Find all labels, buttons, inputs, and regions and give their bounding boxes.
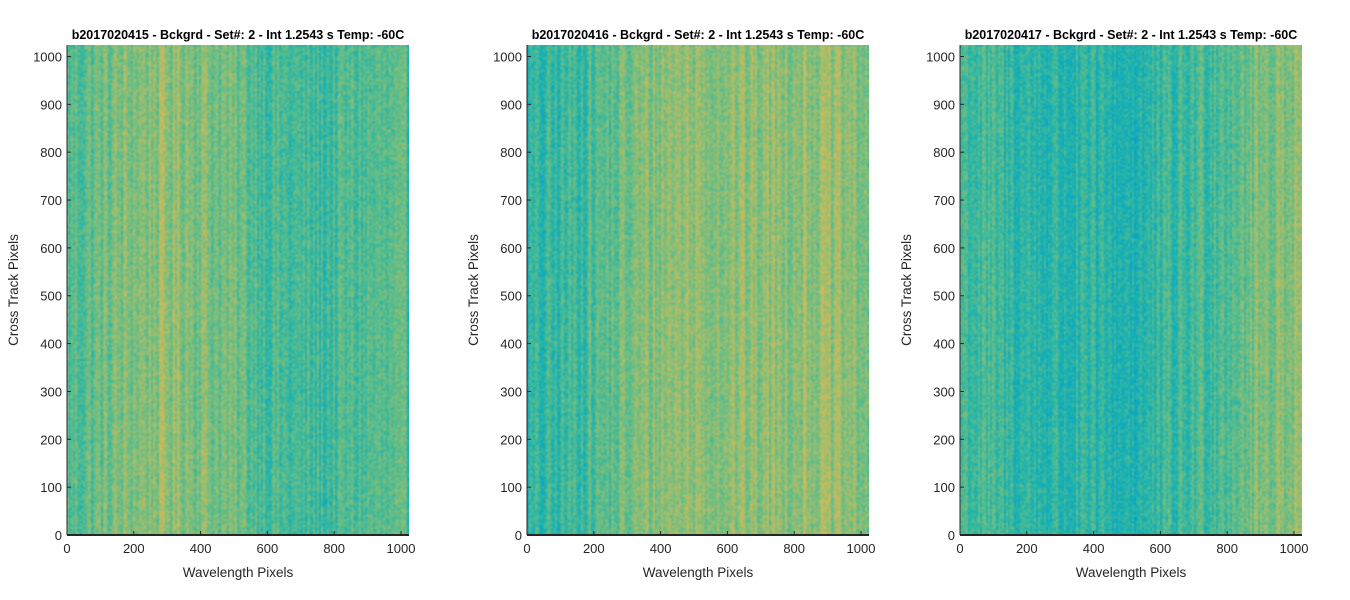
x-tick-label: 1000 — [1280, 541, 1309, 556]
heatmap-image — [527, 45, 869, 535]
x-tick-label: 800 — [323, 541, 345, 556]
x-tick-label: 0 — [523, 541, 530, 556]
x-axis-label: Wavelength Pixels — [183, 565, 294, 580]
y-axis-label: Cross Track Pixels — [899, 234, 914, 346]
x-tick-label: 200 — [1016, 541, 1038, 556]
y-tick-label: 500 — [933, 289, 955, 304]
y-axis-label: Cross Track Pixels — [6, 234, 21, 346]
y-tick-label: 700 — [500, 193, 522, 208]
y-tick-label: 400 — [40, 337, 62, 352]
y-tick-label: 200 — [40, 432, 62, 447]
y-tick-label: 0 — [948, 528, 955, 543]
y-tick-label: 900 — [933, 97, 955, 112]
y-tick-label: 500 — [40, 289, 62, 304]
y-tick-label: 200 — [933, 432, 955, 447]
y-tick-label: 100 — [933, 480, 955, 495]
y-tick-label: 1000 — [493, 49, 522, 64]
y-tick-label: 700 — [40, 193, 62, 208]
x-axis-label: Wavelength Pixels — [643, 565, 754, 580]
y-tick-label: 800 — [500, 145, 522, 160]
y-tick-label: 700 — [933, 193, 955, 208]
x-tick-label: 200 — [583, 541, 605, 556]
x-tick-label: 0 — [956, 541, 963, 556]
heatmap-panel-2: 0 200 400 600 800 1000 0 100 200 300 400 500 600 700 8… — [466, 28, 875, 580]
x-tick-label: 600 — [1150, 541, 1172, 556]
y-tick-label: 100 — [40, 480, 62, 495]
x-tick-label: 0 — [63, 541, 70, 556]
y-tick-label: 600 — [500, 241, 522, 256]
y-tick-label: 400 — [933, 337, 955, 352]
x-tick-label: 400 — [1083, 541, 1105, 556]
y-tick-label: 1000 — [33, 49, 62, 64]
y-tick-label: 200 — [500, 432, 522, 447]
y-tick-label: 300 — [40, 384, 62, 399]
heatmap-panel-3: 0 200 400 600 800 1000 0 100 200 300 400 500 600 700 8… — [899, 28, 1308, 580]
y-tick-label: 800 — [933, 145, 955, 160]
y-tick-label: 1000 — [926, 49, 955, 64]
heatmap-image — [67, 45, 409, 535]
x-tick-label: 400 — [650, 541, 672, 556]
y-tick-label: 900 — [500, 97, 522, 112]
y-tick-label: 600 — [933, 241, 955, 256]
x-tick-label: 800 — [783, 541, 805, 556]
y-tick-label: 300 — [933, 384, 955, 399]
y-axis-label: Cross Track Pixels — [466, 234, 481, 346]
x-tick-label: 800 — [1216, 541, 1238, 556]
chart-title: b2017020416 - Bckgrd - Set#: 2 - Int 1.2… — [532, 28, 865, 42]
x-tick-label: 600 — [257, 541, 279, 556]
y-tick-label: 900 — [40, 97, 62, 112]
y-tick-label: 800 — [40, 145, 62, 160]
x-tick-label: 1000 — [847, 541, 876, 556]
chart-title: b2017020417 - Bckgrd - Set#: 2 - Int 1.2… — [965, 28, 1298, 42]
x-tick-label: 400 — [190, 541, 212, 556]
heatmap-image — [960, 45, 1302, 535]
x-tick-label: 600 — [717, 541, 739, 556]
y-tick-label: 500 — [500, 289, 522, 304]
y-tick-label: 400 — [500, 337, 522, 352]
chart-title: b2017020415 - Bckgrd - Set#: 2 - Int 1.2… — [72, 28, 405, 42]
x-tick-label: 200 — [123, 541, 145, 556]
x-tick-label: 1000 — [387, 541, 416, 556]
heatmap-panel-1: 0 200 400 600 800 1000 0 100 200 300 400 500 600 700 8… — [6, 28, 415, 580]
x-axis-label: Wavelength Pixels — [1076, 565, 1187, 580]
y-tick-label: 100 — [500, 480, 522, 495]
y-tick-label: 300 — [500, 384, 522, 399]
y-tick-label: 600 — [40, 241, 62, 256]
y-tick-label: 0 — [55, 528, 62, 543]
y-tick-label: 0 — [515, 528, 522, 543]
